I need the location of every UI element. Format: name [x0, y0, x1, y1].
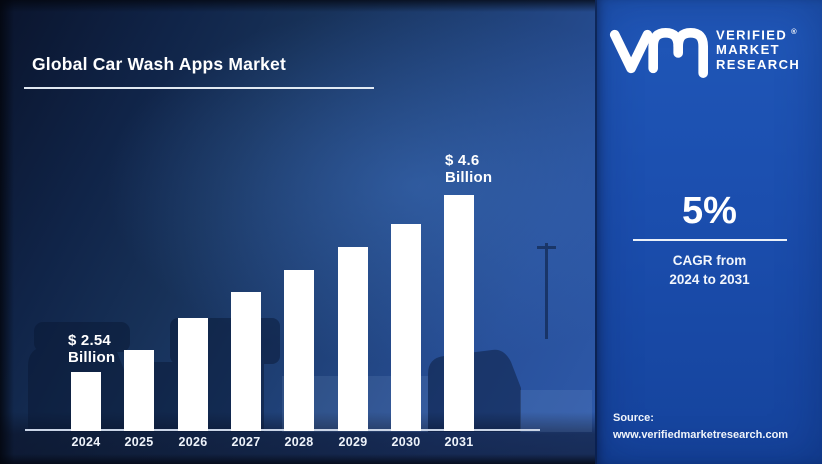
last-bar-unit: Billion [445, 169, 493, 186]
x-tick-label-2031: 2031 [444, 435, 474, 449]
bar-2024 [71, 372, 101, 431]
x-tick-label-2025: 2025 [124, 435, 154, 449]
cagr-divider [632, 239, 787, 241]
x-tick-label-2024: 2024 [71, 435, 101, 449]
cagr-caption-line2: 2024 to 2031 [669, 272, 750, 287]
logo-line-verified: VERIFIED ® [716, 27, 797, 43]
logo-line-research: RESEARCH [716, 57, 801, 73]
first-bar-value: $ 2.54 [68, 332, 111, 349]
x-tick-label-2029: 2029 [338, 435, 368, 449]
last-bar-value-label: $ 4.6 Billion [445, 152, 492, 186]
logo-line-market: MARKET [716, 42, 781, 58]
page-title: Global Car Wash Apps Market [32, 54, 287, 74]
bar-2031 [444, 195, 474, 431]
x-tick-label-2028: 2028 [284, 435, 314, 449]
x-axis-line [25, 429, 540, 431]
bar-2030 [391, 224, 421, 431]
brand-panel: VERIFIED ® MARKET RESEARCH 5% CAGR from 2… [595, 0, 822, 464]
vmr-logo: VERIFIED ® MARKET RESEARCH [608, 24, 800, 78]
vmr-logo-mark-icon [609, 27, 708, 78]
source-attribution: Source: www.verifiedmarketresearch.com [613, 410, 788, 444]
title-underline [24, 87, 374, 89]
x-tick-label-2026: 2026 [178, 435, 208, 449]
x-tick-label-2030: 2030 [391, 435, 421, 449]
cagr-caption-line1: CAGR from [672, 253, 747, 268]
bar-2025 [124, 350, 154, 431]
source-url: www.verifiedmarketresearch.com [613, 429, 789, 441]
cagr-caption: CAGR from 2024 to 2031 [597, 251, 822, 289]
first-bar-unit: Billion [68, 349, 116, 366]
x-tick-label-2027: 2027 [231, 435, 261, 449]
bar-2027 [231, 292, 261, 431]
bar-2028 [284, 270, 314, 431]
cagr-value: 5% [682, 190, 737, 232]
bar-2026 [178, 318, 208, 431]
vmr-logo-text: VERIFIED ® MARKET RESEARCH [716, 24, 800, 72]
cagr-stat: 5% CAGR from 2024 to 2031 [597, 190, 822, 289]
bar-chart: $ 2.54 Billion $ 4.6 Billion 2024 2025 202… [25, 152, 540, 449]
last-bar-value: $ 4.6 [445, 152, 480, 169]
chart-panel: Global Car Wash Apps Market $ 2.54 Billi… [0, 0, 595, 464]
bar-2029 [338, 247, 368, 431]
source-label: Source: [613, 412, 654, 424]
registered-trademark: ® [791, 27, 797, 36]
first-bar-value-label: $ 2.54 Billion [68, 332, 115, 366]
